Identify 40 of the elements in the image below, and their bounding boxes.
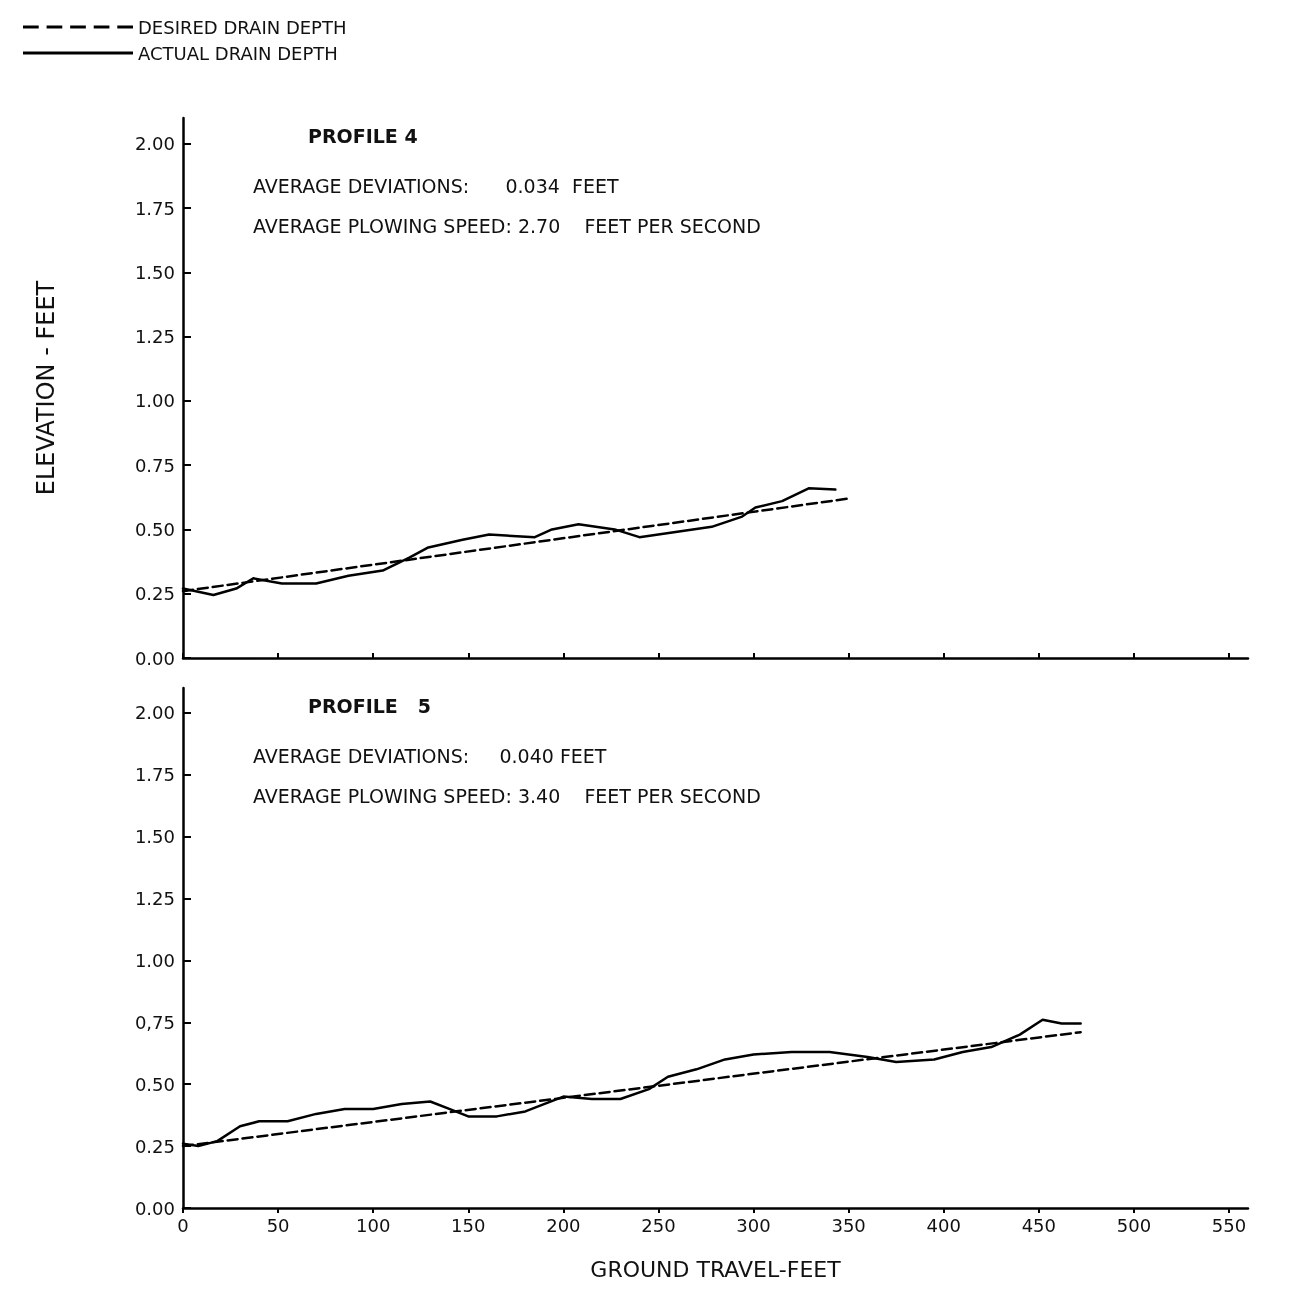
y-tick-label: 0.25 [134, 583, 175, 605]
x-tick-label: 0 [177, 1214, 189, 1236]
annotation: AVERAGE DEVIATIONS: 0.034 FEET [253, 174, 619, 197]
y-tick-label: 0.00 [134, 647, 175, 669]
y-axis-title: ELEVATION - FEET [32, 280, 60, 496]
y-tick-label: 1.75 [134, 764, 175, 786]
y-tick-label: 1.00 [134, 949, 175, 971]
x-tick-label: 500 [1116, 1214, 1152, 1236]
legend-label: ACTUAL DRAIN DEPTH [138, 42, 338, 64]
x-tick-label: 50 [266, 1214, 290, 1236]
y-tick-label: 2.00 [134, 702, 175, 724]
x-tick-label: 250 [641, 1214, 676, 1236]
y-tick-label: 0.50 [134, 1073, 175, 1095]
annotation: AVERAGE PLOWING SPEED: 3.40 FEET PER SECOND [253, 784, 761, 807]
annotation: PROFILE 5 [308, 694, 431, 717]
y-tick-label: 0.50 [134, 518, 175, 540]
x-tick-label: 350 [831, 1214, 866, 1236]
y-tick-label: 0,75 [134, 1011, 175, 1033]
y-tick-label: 1.25 [134, 326, 175, 348]
y-tick-label: 1.50 [134, 261, 175, 283]
y-tick-label: 2.00 [134, 133, 175, 155]
x-tick-label: 300 [736, 1214, 771, 1236]
y-tick-label: 0.25 [134, 1135, 175, 1157]
y-tick-label: 1.25 [134, 887, 175, 909]
y-tick-label: 1.75 [134, 197, 175, 219]
x-axis-title: GROUND TRAVEL-FEET [590, 1256, 842, 1282]
x-tick-label: 550 [1211, 1214, 1247, 1236]
x-tick-label: 400 [926, 1214, 961, 1236]
legend-label: DESIRED DRAIN DEPTH [138, 16, 347, 38]
y-tick-label: 1.50 [134, 826, 175, 848]
y-tick-label: 1.00 [134, 390, 175, 412]
y-tick-label: 0.00 [134, 1197, 175, 1219]
y-tick-label: 0.75 [134, 454, 175, 476]
x-tick-label: 450 [1021, 1214, 1056, 1236]
annotation: AVERAGE PLOWING SPEED: 2.70 FEET PER SECOND [253, 214, 761, 237]
annotation: AVERAGE DEVIATIONS: 0.040 FEET [253, 744, 607, 767]
x-tick-label: 200 [546, 1214, 581, 1236]
x-tick-label: 100 [356, 1214, 391, 1236]
annotation: PROFILE 4 [308, 124, 418, 147]
x-tick-label: 150 [451, 1214, 486, 1236]
